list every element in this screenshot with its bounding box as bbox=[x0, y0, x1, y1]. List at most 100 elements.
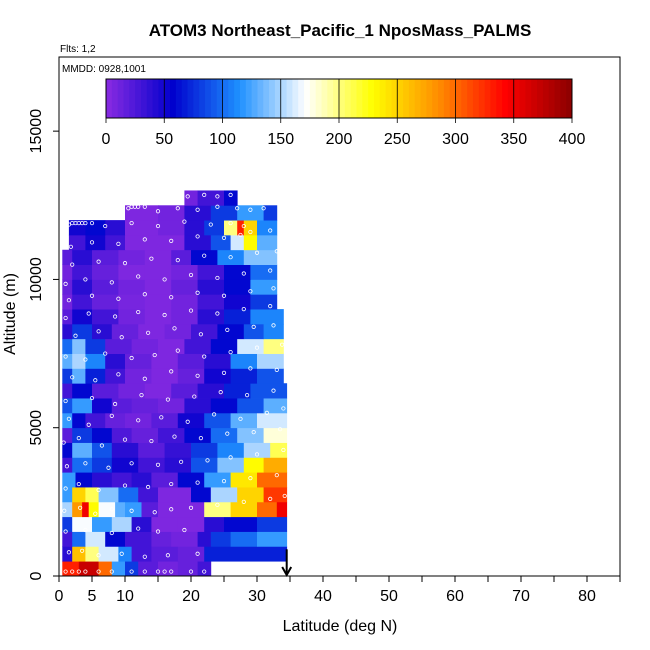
sample-point bbox=[264, 410, 269, 415]
heatmap-cell bbox=[85, 234, 106, 251]
heatmap-cell bbox=[204, 472, 231, 488]
sample-point bbox=[248, 289, 253, 294]
colorbar-swatch bbox=[502, 79, 509, 118]
heatmap-cell bbox=[171, 279, 198, 295]
colorbar-swatch bbox=[548, 79, 556, 118]
sample-point bbox=[83, 461, 88, 466]
colorbar: 0 50 100 150 200 250 300 350 400 bbox=[102, 78, 585, 148]
sample-point bbox=[109, 280, 114, 285]
heatmap-cell bbox=[92, 398, 113, 414]
sample-point bbox=[221, 293, 227, 298]
sample-point bbox=[162, 569, 167, 574]
heatmap-cell bbox=[111, 472, 132, 488]
sample-point bbox=[254, 345, 260, 350]
heatmap-cell bbox=[263, 205, 278, 221]
heatmap-cell bbox=[158, 501, 205, 518]
sample-point bbox=[251, 324, 256, 329]
heatmap-cell bbox=[243, 457, 264, 473]
colorbar-swatch bbox=[414, 79, 422, 118]
heatmap-cell bbox=[72, 323, 93, 340]
x-tick-label: 0 bbox=[55, 588, 64, 605]
heatmap-cell bbox=[131, 398, 159, 414]
heatmap-cell bbox=[197, 383, 225, 399]
heatmap-cell bbox=[224, 264, 251, 280]
heatmap-cell bbox=[62, 323, 73, 340]
sample-point bbox=[202, 569, 207, 574]
heatmap-cell bbox=[257, 353, 284, 369]
sample-point bbox=[63, 315, 68, 321]
colorbar-swatch bbox=[263, 79, 270, 118]
heatmap-cell bbox=[111, 323, 139, 340]
dates-label: MMDD: 0928,1001 bbox=[62, 64, 146, 75]
colorbar-swatch bbox=[280, 79, 288, 118]
colorbar-swatch bbox=[362, 79, 369, 118]
sample-point bbox=[66, 298, 72, 303]
heatmap-cell bbox=[217, 249, 245, 265]
heatmap-cell bbox=[257, 220, 278, 236]
heatmap-cell bbox=[204, 546, 288, 562]
sample-point bbox=[78, 505, 83, 510]
heatmap-cell bbox=[118, 309, 146, 325]
colorbar-swatch bbox=[269, 79, 276, 118]
sample-point bbox=[63, 569, 68, 574]
heatmap-cell bbox=[125, 561, 139, 577]
heatmap-cell bbox=[257, 234, 278, 251]
heatmap-cell bbox=[98, 487, 119, 503]
heatmap-cell bbox=[243, 220, 258, 236]
heatmap-cell bbox=[263, 487, 288, 503]
heatmap-cell bbox=[62, 264, 73, 280]
sample-point bbox=[169, 481, 174, 487]
sample-point bbox=[142, 292, 147, 297]
sample-point bbox=[113, 401, 118, 407]
heatmap-cell bbox=[177, 472, 205, 488]
heatmap-cell bbox=[164, 442, 192, 458]
heatmap-cell bbox=[224, 220, 238, 236]
sample-point bbox=[139, 392, 144, 398]
sample-point bbox=[195, 373, 200, 378]
colorbar-swatch bbox=[292, 79, 299, 118]
colorbar-swatch bbox=[513, 79, 521, 118]
colorbar-swatch bbox=[199, 79, 206, 118]
sample-point bbox=[149, 438, 154, 444]
heatmap-cell bbox=[197, 190, 225, 206]
x-tick-label: 30 bbox=[248, 588, 266, 605]
heatmap-cell bbox=[177, 412, 205, 429]
sample-point bbox=[136, 274, 141, 279]
sample-point bbox=[66, 550, 72, 555]
x-tick-label: 80 bbox=[578, 588, 596, 605]
arrow-head bbox=[281, 566, 293, 578]
sample-point bbox=[202, 192, 207, 198]
sample-point bbox=[63, 281, 68, 286]
heatmap-cell bbox=[204, 501, 231, 518]
heatmap-cell bbox=[151, 368, 179, 384]
sample-point bbox=[159, 415, 164, 420]
sample-point bbox=[218, 390, 223, 395]
heatmap-cell bbox=[72, 412, 86, 429]
colorbar-swatch bbox=[140, 79, 148, 118]
heatmap-cell bbox=[177, 368, 205, 384]
sample-point bbox=[83, 527, 88, 533]
heatmap-cell bbox=[131, 546, 152, 562]
sample-point bbox=[175, 206, 180, 211]
sample-point bbox=[182, 219, 187, 224]
heatmap-cell bbox=[85, 531, 106, 547]
heatmap-cell bbox=[98, 546, 119, 562]
heatmap-cell bbox=[224, 383, 251, 399]
heatmap-cell bbox=[243, 249, 278, 265]
heatmap-cell bbox=[197, 264, 225, 280]
sample-point bbox=[63, 398, 68, 404]
heatmap-cell bbox=[62, 442, 73, 458]
sample-point bbox=[241, 499, 246, 504]
heatmap-cell bbox=[224, 294, 251, 310]
heatmap-cell bbox=[92, 472, 113, 488]
heatmap-cell bbox=[85, 412, 106, 429]
heatmap-cell bbox=[204, 412, 231, 429]
sample-point bbox=[172, 434, 177, 439]
sample-point bbox=[277, 427, 283, 432]
sample-point bbox=[113, 314, 118, 319]
heatmap-cell bbox=[197, 309, 225, 325]
sample-point bbox=[175, 258, 180, 263]
heatmap-cell bbox=[224, 516, 258, 532]
heatmap-cell bbox=[263, 427, 288, 443]
heatmap-cell bbox=[118, 294, 146, 310]
